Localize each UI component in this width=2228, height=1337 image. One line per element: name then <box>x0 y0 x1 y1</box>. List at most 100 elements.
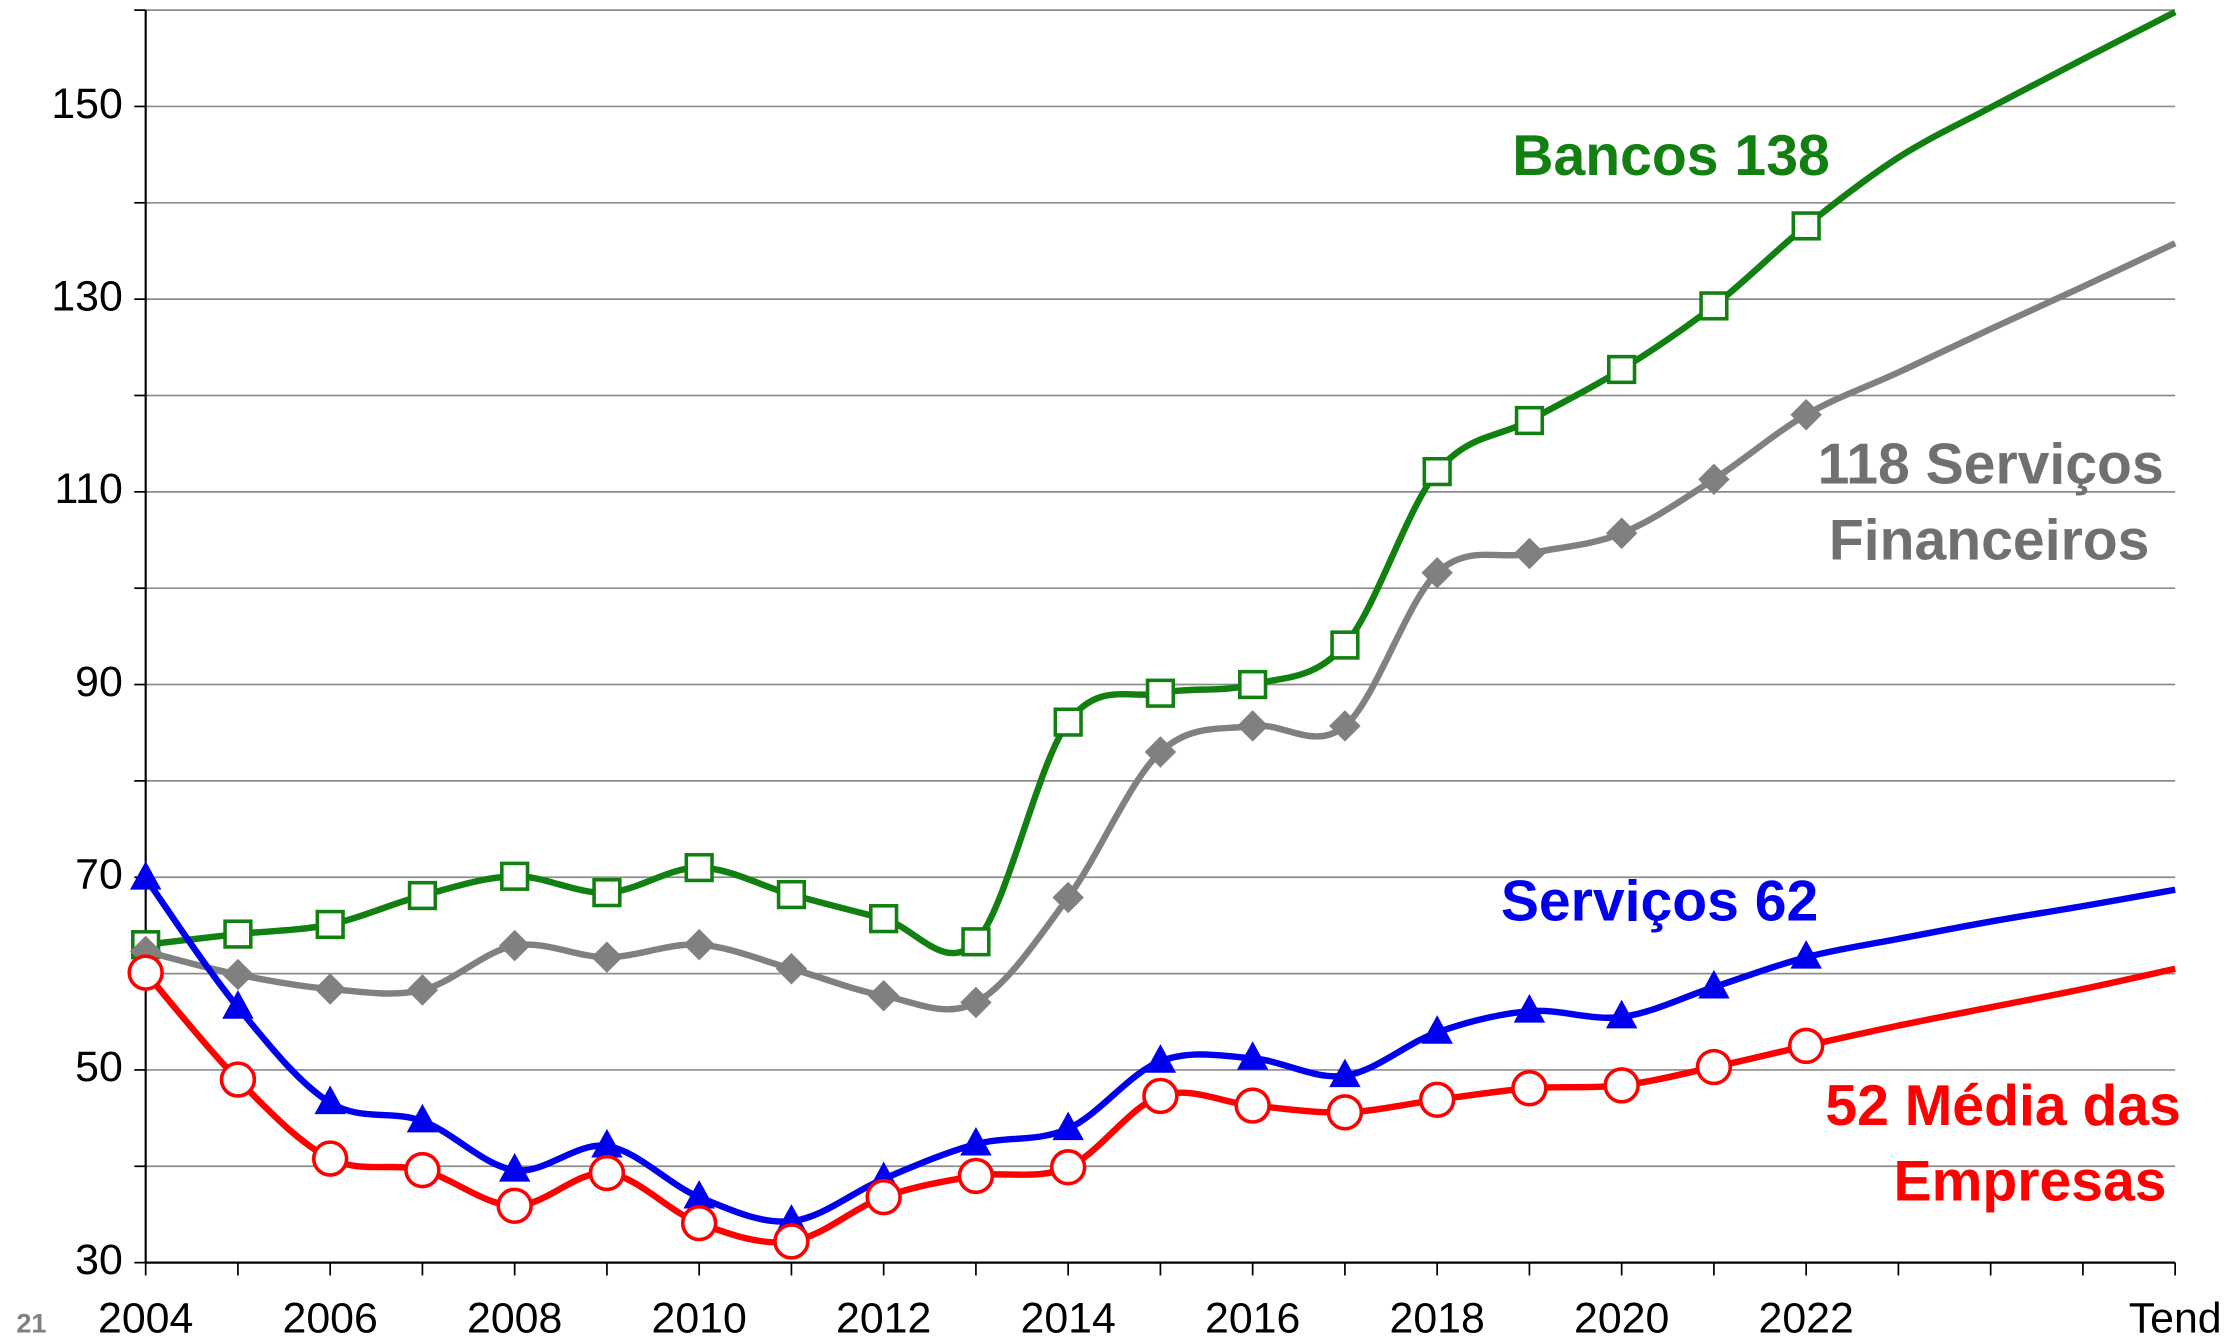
marker <box>960 1126 992 1156</box>
x-tick-label: 2006 <box>283 1295 378 1337</box>
marker <box>957 1157 995 1195</box>
marker <box>680 1204 718 1242</box>
marker <box>865 1178 902 1216</box>
marker <box>127 954 164 991</box>
marker <box>867 980 900 1012</box>
marker <box>1142 1077 1179 1115</box>
x-tick-label: 2018 <box>1390 1295 1485 1337</box>
marker <box>683 928 715 961</box>
marker <box>1145 678 1176 708</box>
y-tick-label: 110 <box>55 465 123 513</box>
marker <box>1511 1070 1548 1107</box>
series <box>127 954 2176 1260</box>
marker <box>222 990 254 1019</box>
series <box>129 240 2177 1019</box>
annotation: Empresas <box>1894 1150 2167 1214</box>
marker <box>1695 1048 1733 1086</box>
marker <box>1603 1067 1640 1104</box>
marker <box>1787 1027 1825 1065</box>
marker <box>1330 630 1360 660</box>
annotation: Serviços 62 <box>1501 870 1819 934</box>
marker <box>1421 1015 1453 1044</box>
marker <box>311 1140 349 1177</box>
annotation: 118 Serviços <box>1818 433 2164 497</box>
marker <box>592 878 622 908</box>
marker <box>406 974 439 1006</box>
marker <box>315 909 345 940</box>
x-tick-label: 2008 <box>467 1295 562 1337</box>
marker <box>1607 354 1637 385</box>
y-tick-label: 90 <box>75 658 123 706</box>
marker <box>1513 994 1546 1023</box>
marker <box>404 1151 441 1189</box>
series <box>129 861 2176 1233</box>
series <box>131 9 2177 960</box>
marker <box>1329 1058 1361 1088</box>
marker <box>588 1154 626 1192</box>
marker <box>1791 211 1821 241</box>
marker <box>773 1223 810 1260</box>
page-number: 21 <box>16 1308 46 1337</box>
marker <box>1418 1081 1456 1119</box>
marker <box>1329 710 1361 742</box>
annotation: Financeiros <box>1829 508 2150 572</box>
annotation: Bancos 138 <box>1512 124 1829 188</box>
marker <box>498 929 531 962</box>
marker <box>1698 463 1730 496</box>
marker <box>407 880 438 911</box>
marker <box>1052 1111 1084 1141</box>
x-tick-label: 2004 <box>98 1295 193 1337</box>
x-tick-label: 2010 <box>652 1295 747 1337</box>
marker <box>960 986 992 1019</box>
marker <box>129 861 162 890</box>
marker <box>1053 707 1083 737</box>
y-tick-label: 150 <box>51 80 122 128</box>
series-line <box>143 876 2176 1225</box>
marker <box>1698 969 1730 999</box>
marker <box>222 958 254 991</box>
marker <box>1605 999 1638 1029</box>
marker <box>1514 405 1545 436</box>
marker <box>961 927 991 957</box>
marker <box>314 1085 346 1115</box>
marker <box>1238 669 1268 700</box>
marker <box>1699 291 1729 321</box>
marker <box>775 953 808 985</box>
y-tick-label: 50 <box>75 1043 123 1091</box>
marker <box>1326 1094 1364 1131</box>
marker <box>496 1187 533 1224</box>
marker <box>684 852 714 883</box>
marker <box>1144 1044 1177 1073</box>
marker <box>1422 456 1452 487</box>
y-tick-label: 70 <box>75 851 123 899</box>
x-tick-label: Tend <box>2129 1295 2222 1337</box>
marker <box>219 1061 257 1098</box>
marker <box>498 1152 531 1182</box>
y-tick-label: 130 <box>51 272 122 320</box>
marker <box>1234 1087 1271 1124</box>
marker <box>314 973 346 1005</box>
y-tick-label: 30 <box>75 1236 123 1284</box>
marker <box>1790 940 1822 969</box>
marker <box>406 1103 439 1133</box>
marker <box>1049 1149 1087 1186</box>
marker <box>869 904 899 934</box>
annotation: 52 Média das <box>1825 1074 2181 1138</box>
series-line <box>144 240 2177 1013</box>
marker <box>500 861 530 891</box>
marker <box>683 1179 715 1209</box>
marker <box>223 919 253 949</box>
x-tick-label: 2022 <box>1759 1295 1854 1337</box>
marker <box>776 879 807 910</box>
marker <box>591 1128 623 1158</box>
x-tick-label: 2012 <box>836 1295 931 1337</box>
marker <box>1513 537 1546 570</box>
marker <box>1236 710 1269 742</box>
x-tick-label: 2020 <box>1574 1295 1669 1337</box>
marker <box>1236 1041 1269 1070</box>
x-tick-label: 2016 <box>1205 1295 1300 1337</box>
marker <box>1790 399 1822 431</box>
marker <box>1605 517 1638 549</box>
